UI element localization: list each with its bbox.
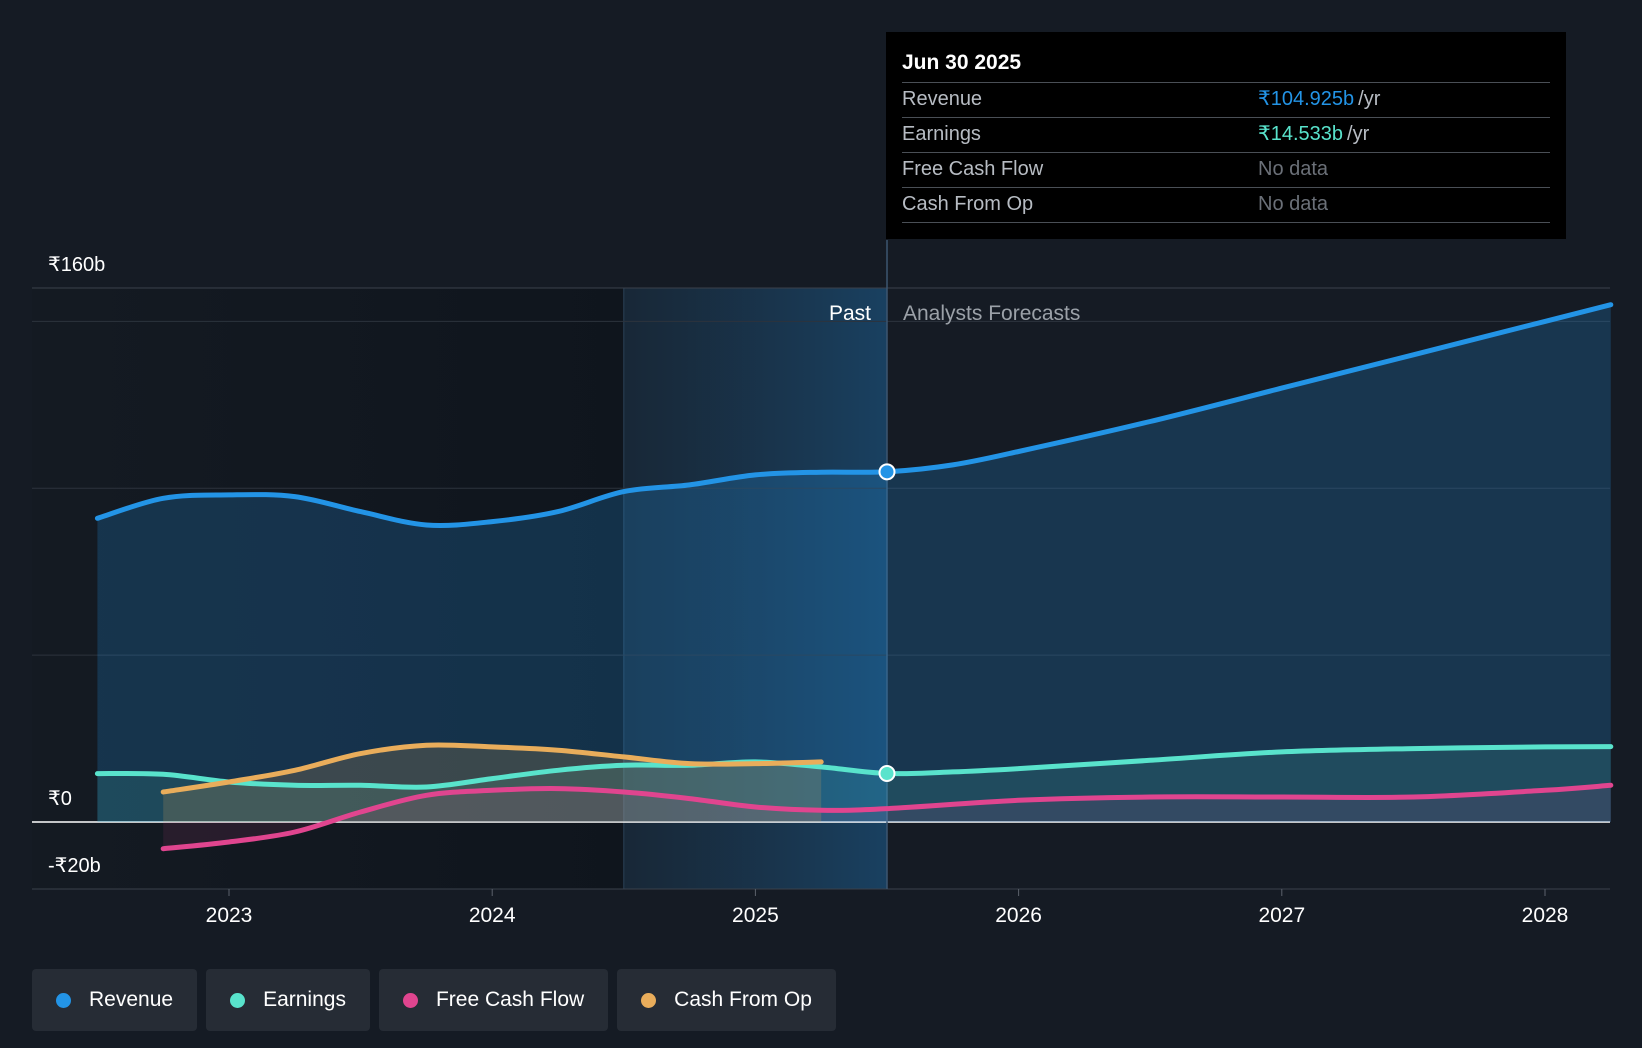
- legend-dot-icon: [402, 992, 418, 1008]
- legend-item-free-cash-flow[interactable]: Free Cash Flow: [378, 969, 609, 1031]
- free-cash-flow-area: [163, 785, 1611, 849]
- tooltip-value: No data: [1258, 158, 1329, 180]
- tooltip-earnings-value: ₹14.533b: [1258, 123, 1344, 145]
- legend-dot-icon: [56, 992, 71, 1008]
- tooltip-unit: /yr: [1358, 88, 1381, 110]
- y-label-zero: ₹0: [48, 788, 72, 810]
- legend-label: Free Cash Flow: [435, 988, 585, 1011]
- tooltip-date: Jun 30 2025: [902, 46, 1550, 83]
- tooltip-row-fcf: Free Cash Flow No data: [902, 153, 1550, 188]
- x-tick-label: 2024: [469, 904, 516, 927]
- legend-item-earnings[interactable]: Earnings: [206, 969, 370, 1031]
- tooltip-row-revenue: Revenue ₹104.925b/yr: [902, 83, 1550, 118]
- tooltip-label: Earnings: [902, 123, 981, 145]
- tooltip-value: ₹104.925b/yr: [1258, 83, 1380, 116]
- tooltip-row-earnings: Earnings ₹14.533b/yr: [902, 118, 1550, 153]
- x-tick-label: 2028: [1522, 904, 1569, 927]
- legend-dot-icon: [641, 992, 657, 1008]
- forecast-label: Analysts Forecasts: [903, 302, 1080, 325]
- tooltip-revenue-value: ₹104.925b: [1258, 88, 1355, 110]
- free-cash-flow-line: [160, 782, 1614, 852]
- x-tick-label: 2023: [206, 904, 253, 927]
- legend-item-revenue[interactable]: Revenue: [32, 969, 198, 1031]
- legend-label: Cash From Op: [674, 988, 812, 1011]
- revenue-line: [94, 302, 1614, 528]
- x-tick-label: 2027: [1258, 904, 1305, 927]
- legend: Revenue Earnings Free Cash Flow Cash Fro…: [32, 969, 836, 1031]
- tooltip-value: No data: [1258, 193, 1329, 215]
- tooltip-label: Free Cash Flow: [902, 158, 1044, 180]
- tooltip-label: Cash From Op: [902, 193, 1034, 215]
- past-label: Past: [829, 302, 871, 325]
- highlight-region: [623, 288, 887, 889]
- revenue-area: [97, 304, 1611, 822]
- tooltip-label: Revenue: [902, 88, 983, 110]
- x-tick-label: 2025: [732, 904, 779, 927]
- revenue-marker: [878, 463, 896, 481]
- tooltip: Jun 30 2025 Revenue ₹104.925b/yr Earning…: [886, 32, 1566, 239]
- tooltip-unit: /yr: [1347, 123, 1370, 145]
- cash-from-op-line: [160, 742, 824, 795]
- y-label-top: ₹160b: [48, 254, 106, 276]
- x-tick-label: 2026: [995, 904, 1042, 927]
- legend-label: Earnings: [263, 988, 346, 1011]
- legend-item-cash-from-op[interactable]: Cash From Op: [617, 969, 836, 1031]
- legend-label: Revenue: [89, 988, 174, 1011]
- tooltip-row-cfo: Cash From Op No data: [902, 188, 1550, 223]
- y-label-bottom: -₹20b: [48, 855, 101, 877]
- legend-dot-icon: [230, 992, 246, 1008]
- earnings-marker: [878, 764, 896, 782]
- earnings-area: [97, 746, 1611, 822]
- tooltip-value: ₹14.533b/yr: [1258, 118, 1369, 151]
